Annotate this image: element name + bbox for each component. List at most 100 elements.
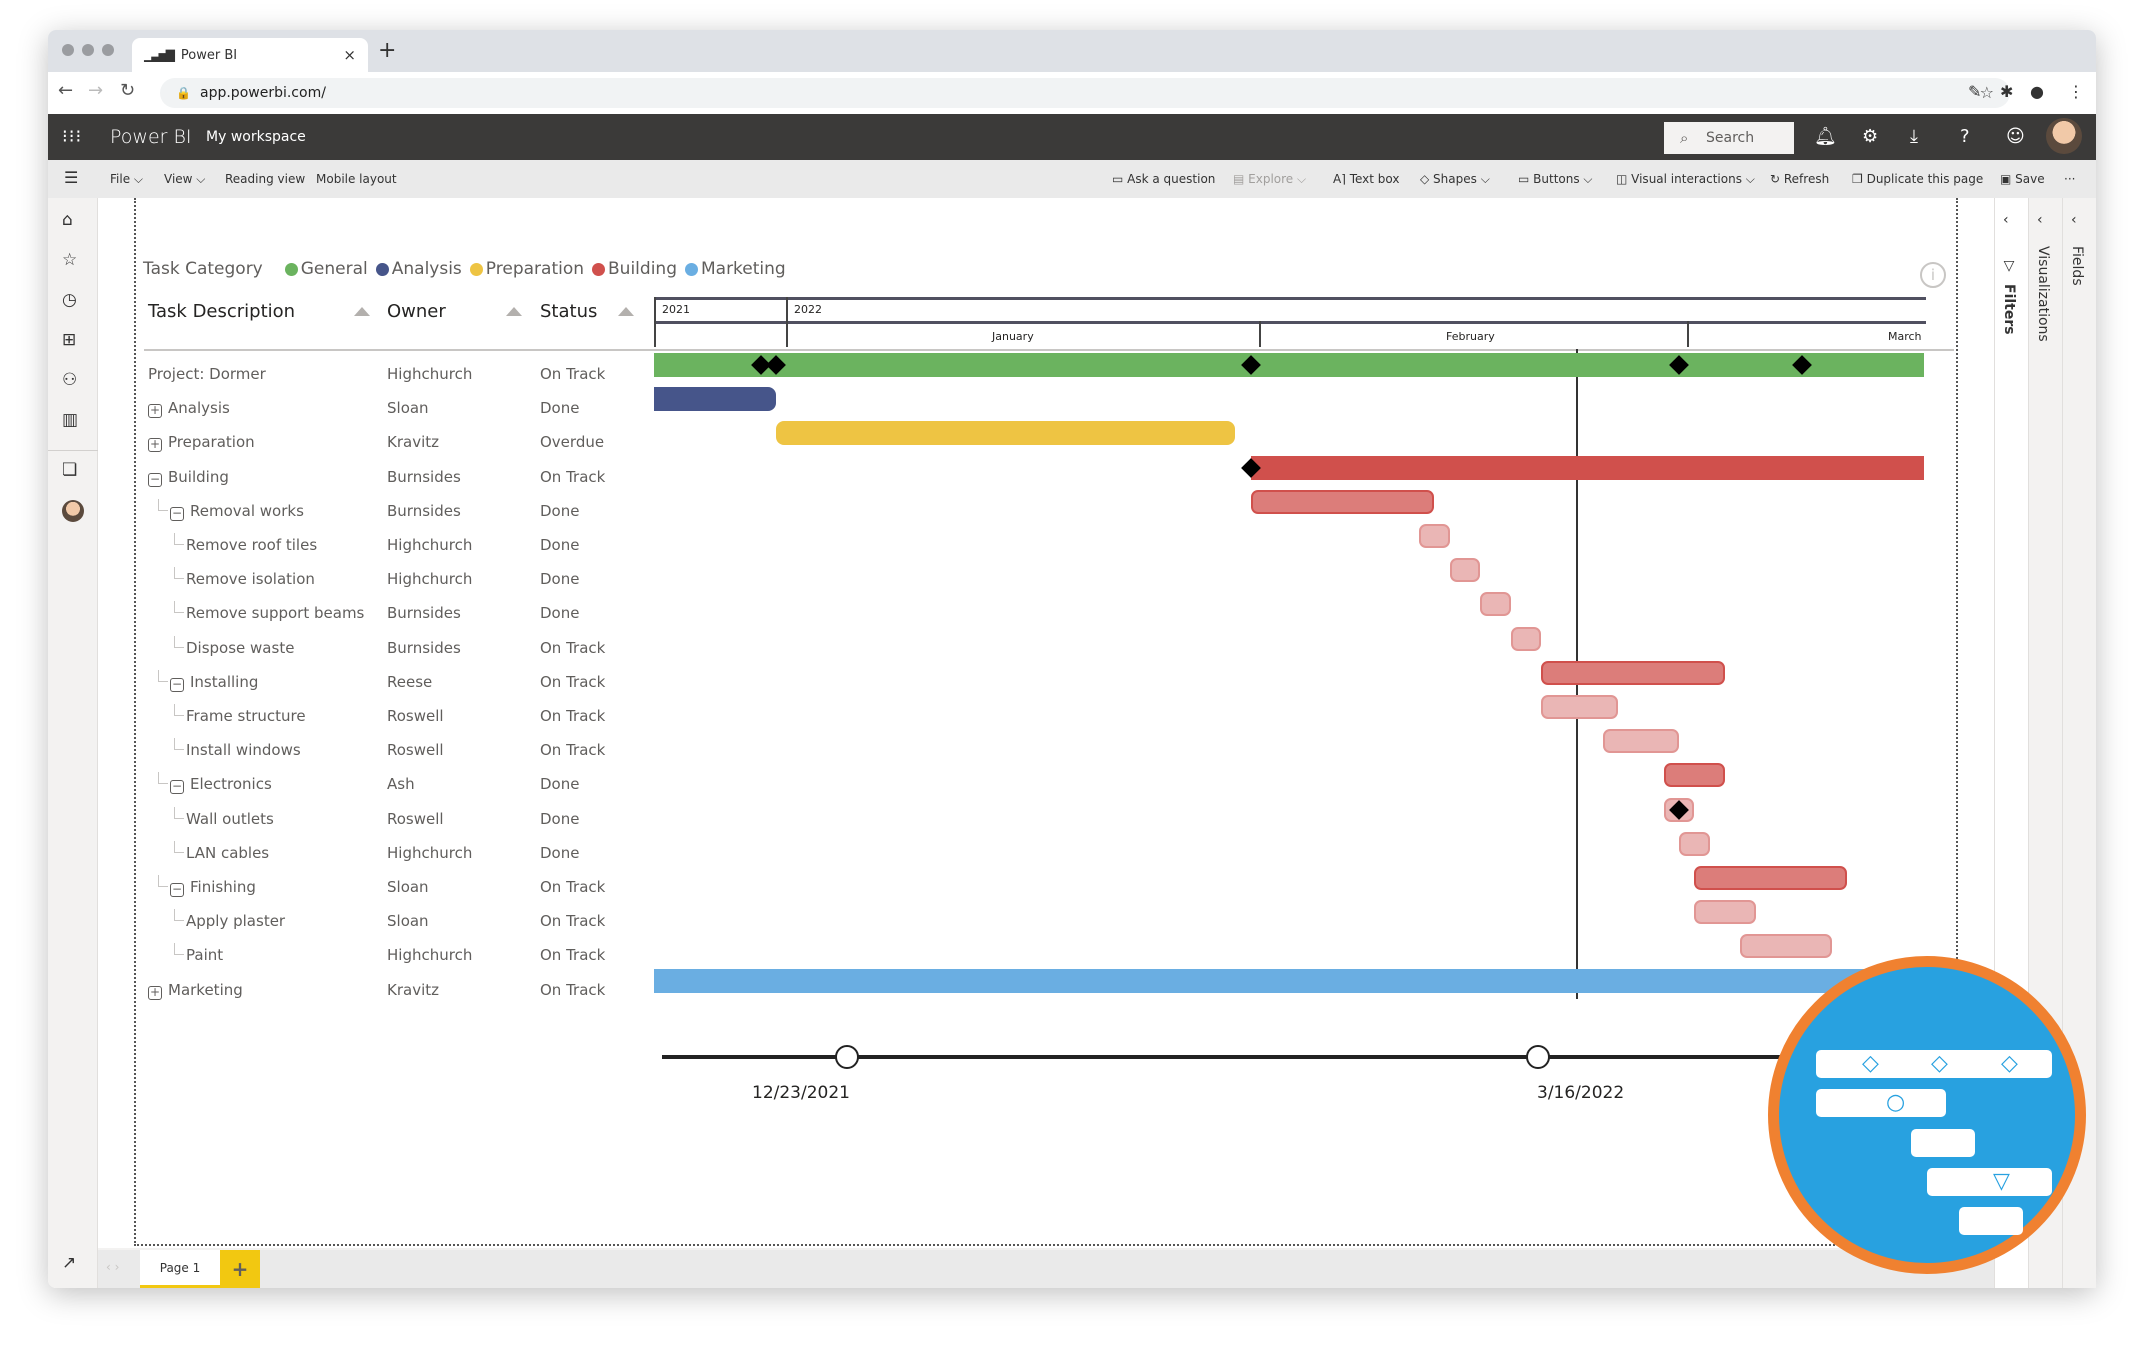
info-icon[interactable]: i — [1920, 262, 1946, 288]
view-menu[interactable]: View ⌵ — [164, 172, 206, 186]
shapes-button[interactable]: ◇ Shapes ⌵ — [1420, 172, 1490, 186]
back-arrow-icon[interactable]: ← — [58, 80, 74, 101]
legend-item-marketing[interactable]: Marketing — [684, 259, 786, 279]
shared-people-icon[interactable]: ⚇ — [62, 370, 78, 390]
reading-view-button[interactable]: Reading view — [225, 172, 306, 186]
new-tab-button[interactable]: + — [378, 38, 397, 63]
legend-item-analysis[interactable]: Analysis — [375, 259, 462, 279]
add-page-button[interactable]: + — [220, 1250, 260, 1288]
gantt-bar[interactable] — [1480, 592, 1511, 617]
table-row[interactable]: + Analysis Sloan Done — [140, 391, 650, 425]
gantt-bar[interactable] — [1541, 695, 1618, 719]
table-row[interactable]: Remove isolation Highchurch Done — [140, 562, 650, 596]
sort-asc-icon[interactable] — [618, 307, 634, 316]
settings-gear-icon[interactable]: ⚙ — [1862, 126, 1879, 147]
browser-menu-icon[interactable]: ⋮ — [2068, 82, 2084, 101]
mobile-layout-button[interactable]: Mobile layout — [316, 172, 397, 186]
gantt-bar[interactable] — [1250, 455, 1924, 480]
table-row[interactable]: + Preparation Kravitz Overdue — [140, 425, 650, 459]
timeline-end-handle[interactable] — [1526, 1045, 1550, 1069]
gantt-bar[interactable] — [1694, 866, 1848, 890]
feedback-smiley-icon[interactable]: ☺ — [2006, 126, 2025, 147]
collapse-chevron-icon[interactable]: ‹ — [2071, 212, 2077, 228]
expand-arrow-icon[interactable]: ↗ — [62, 1253, 77, 1273]
col-header-status[interactable]: Status — [540, 301, 598, 322]
legend-item-general[interactable]: General — [284, 259, 368, 279]
home-icon[interactable]: ⌂ — [62, 210, 73, 230]
table-row[interactable]: Dispose waste Burnsides On Track — [140, 631, 650, 665]
apps-icon[interactable]: ⊞ — [62, 330, 77, 350]
favorites-star-icon[interactable]: ☆ — [62, 250, 78, 270]
sort-asc-icon[interactable] — [506, 307, 522, 316]
collapse-minus-icon[interactable]: − — [170, 779, 184, 795]
recent-clock-icon[interactable]: ◷ — [62, 290, 77, 310]
extension-icon[interactable]: ✎ — [1968, 82, 1982, 101]
gantt-bar[interactable] — [1679, 831, 1710, 856]
table-row[interactable]: Remove support beams Burnsides Done — [140, 596, 650, 630]
collapse-minus-icon[interactable]: − — [170, 882, 184, 897]
url-field[interactable]: 🔒 app.powerbi.com/ ☆ — [160, 78, 2010, 108]
timeline-slider-track[interactable] — [662, 1055, 1922, 1059]
table-row[interactable]: Apply plaster Sloan On Track — [140, 904, 650, 938]
gantt-bar[interactable] — [1449, 558, 1481, 583]
table-row[interactable]: Wall outlets Roswell Done — [140, 802, 650, 836]
expand-plus-icon[interactable]: + — [148, 437, 162, 453]
gantt-bar[interactable] — [1602, 729, 1680, 754]
puzzle-icon[interactable]: ✱ — [2000, 82, 2014, 101]
col-header-owner[interactable]: Owner — [387, 301, 446, 322]
table-row[interactable]: − Installing Reese On Track — [140, 665, 650, 699]
gantt-bar[interactable] — [654, 353, 1924, 377]
browser-tab[interactable]: ▁▃▅▇ Power BI × — [132, 38, 368, 72]
profile-icon[interactable]: ● — [2030, 82, 2044, 101]
table-row[interactable]: Frame structure Roswell On Track — [140, 699, 650, 733]
help-icon[interactable]: ? — [1960, 126, 1970, 147]
reload-icon[interactable]: ↻ — [120, 80, 136, 101]
notification-bell-icon[interactable]: 🔔︎ — [1814, 126, 1837, 147]
gantt-bar[interactable] — [1740, 934, 1833, 959]
my-workspace-avatar[interactable] — [62, 500, 84, 522]
user-avatar[interactable] — [2046, 118, 2082, 154]
timeline-start-handle[interactable] — [835, 1045, 859, 1069]
visual-interactions-button[interactable]: ◫ Visual interactions ⌵ — [1616, 172, 1755, 186]
bookmark-star-icon[interactable]: ☆ — [1979, 83, 1994, 102]
forward-arrow-icon[interactable]: → — [88, 80, 104, 101]
expand-plus-icon[interactable]: + — [148, 403, 162, 419]
gantt-bar[interactable] — [1510, 626, 1542, 651]
table-row[interactable]: Install windows Roswell On Track — [140, 733, 650, 767]
app-launcher-icon[interactable]: ⁝⁝⁝ — [62, 126, 83, 147]
learn-book-icon[interactable]: ▥ — [62, 410, 79, 430]
text-box-button[interactable]: A⌉ Text box — [1333, 172, 1400, 186]
table-row[interactable]: − Building Burnsides On Track — [140, 460, 650, 494]
collapse-minus-icon[interactable]: − — [148, 471, 162, 487]
table-row[interactable]: − Finishing Sloan On Track — [140, 870, 650, 904]
table-row[interactable]: − Electronics Ash Done — [140, 767, 650, 801]
collapse-chevron-icon[interactable]: ‹ — [2037, 212, 2043, 228]
window-controls[interactable] — [62, 44, 114, 56]
search-box[interactable]: ⌕ Search — [1664, 122, 1794, 154]
save-button[interactable]: ▣ Save — [2000, 172, 2045, 186]
collapse-chevron-icon[interactable]: ‹ — [2003, 212, 2009, 228]
page-tab-1[interactable]: Page 1 — [140, 1250, 220, 1288]
ask-question-button[interactable]: ▭ Ask a question — [1112, 172, 1216, 186]
collapse-minus-icon[interactable]: − — [170, 676, 184, 692]
gantt-bar[interactable] — [1250, 489, 1435, 514]
file-menu[interactable]: File ⌵ — [110, 172, 143, 186]
gantt-bar[interactable] — [654, 968, 1924, 993]
hamburger-menu-icon[interactable]: ☰ — [64, 168, 79, 187]
refresh-button[interactable]: ↻ Refresh — [1770, 172, 1830, 186]
gantt-bar[interactable] — [1694, 900, 1756, 925]
workspaces-icon[interactable]: ❏ — [62, 460, 78, 480]
gantt-visual[interactable]: Task Category General Analysis Preparati… — [140, 245, 1954, 1103]
table-row[interactable]: Project: Dormer Highchurch On Track — [140, 357, 650, 391]
collapse-minus-icon[interactable]: − — [170, 505, 184, 521]
gantt-bar[interactable] — [654, 387, 777, 412]
close-tab-icon[interactable]: × — [343, 46, 356, 64]
legend-item-preparation[interactable]: Preparation — [469, 259, 584, 279]
legend-item-building[interactable]: Building — [592, 259, 677, 279]
sort-asc-icon[interactable] — [354, 307, 370, 316]
explore-button[interactable]: ▤ Explore ⌵ — [1233, 172, 1307, 186]
table-row[interactable]: LAN cables Highchurch Done — [140, 836, 650, 870]
table-row[interactable]: Remove roof tiles Highchurch Done — [140, 528, 650, 562]
brand-name[interactable]: Power BI — [110, 126, 192, 148]
gantt-bar[interactable] — [1663, 763, 1726, 788]
